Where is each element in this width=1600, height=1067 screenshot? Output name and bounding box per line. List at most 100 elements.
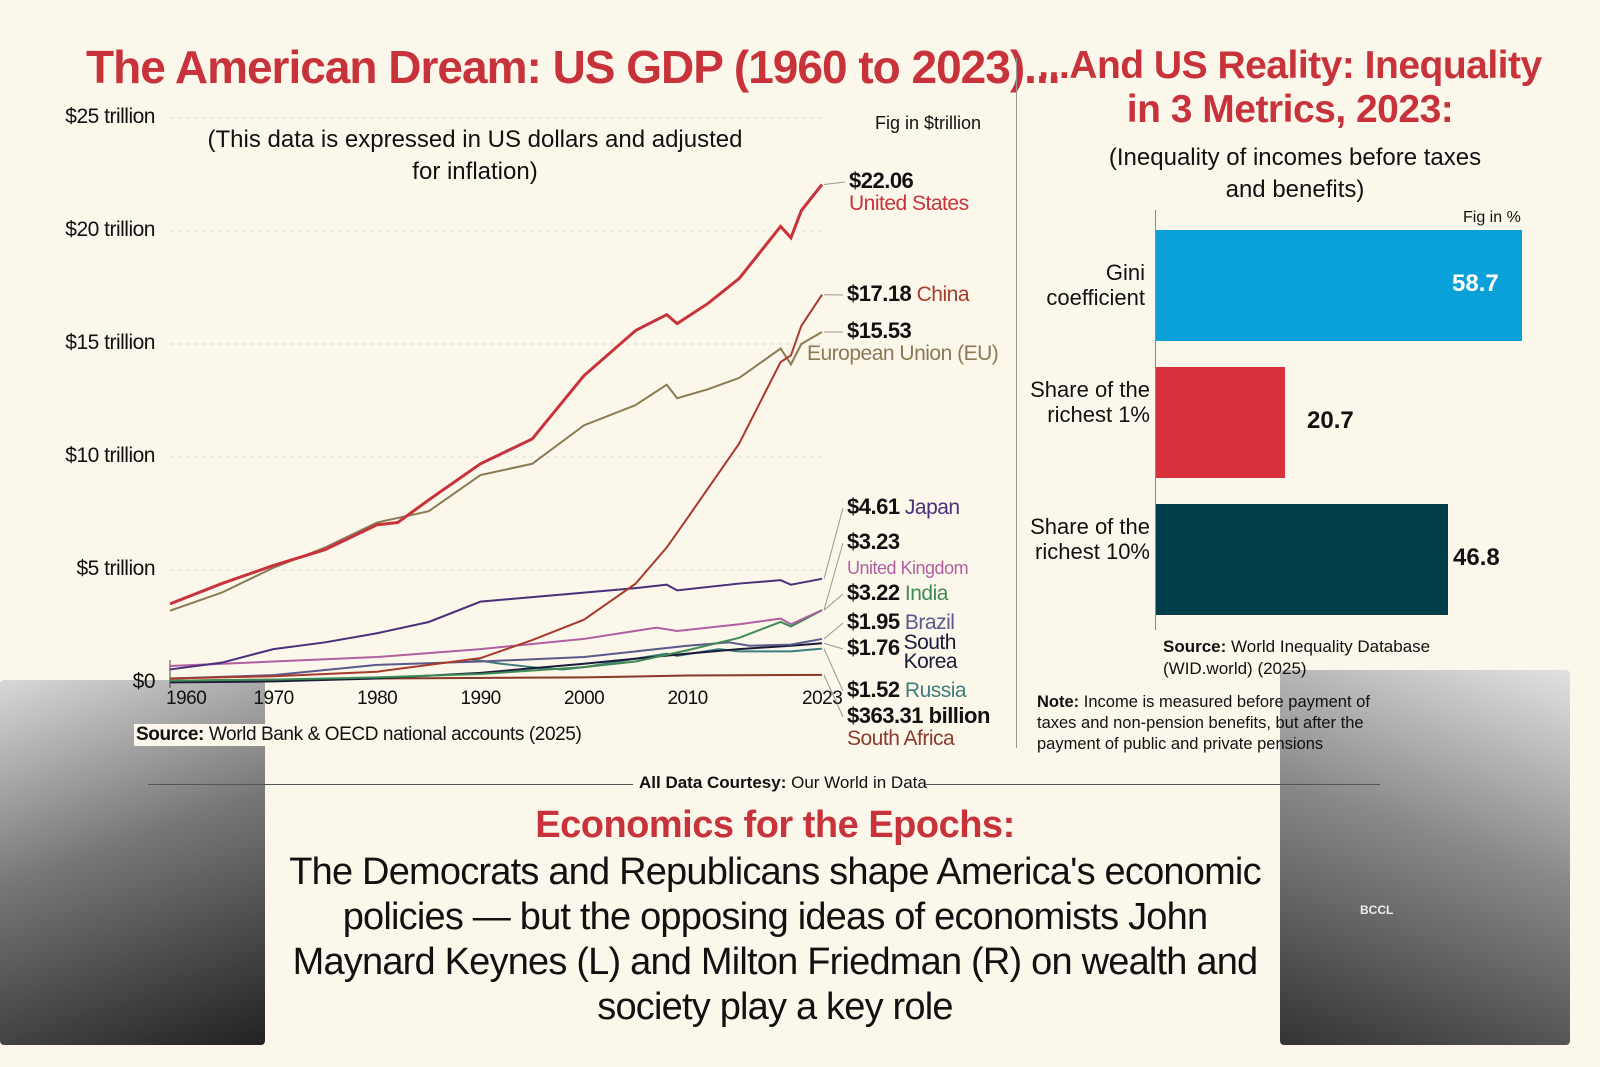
leader-line <box>823 542 844 611</box>
y-tick-label: $15 trillion <box>65 331 155 354</box>
bar-category-label: Gini coefficient <box>1046 260 1145 310</box>
x-tick-label: 1960 <box>166 688 207 709</box>
end-label: $3.22 India <box>847 582 948 605</box>
gdp-chart-title: The American Dream: US GDP (1960 to 2023… <box>86 41 1061 93</box>
y-tick-label: $10 trillion <box>65 444 155 467</box>
inequality-chart-subtitle: (Inequality of incomes before taxes and … <box>1060 142 1530 206</box>
end-value: $22.06 <box>849 168 914 193</box>
inequality-note: Note: Income is measured before payment … <box>1037 692 1370 755</box>
bar-value-label: 46.8 <box>1453 544 1500 571</box>
note-text: payment of public and private pensions <box>1037 735 1324 753</box>
end-label: $15.53 European Union (EU) <box>807 320 999 365</box>
description-line: policies — but the opposing ideas of eco… <box>342 896 1208 938</box>
leader-line <box>823 674 844 718</box>
leader-line <box>823 648 844 692</box>
gdp-unit-note: Fig in $trillion <box>875 113 982 133</box>
end-value: $3.22 <box>847 580 900 605</box>
courtesy-label: All Data Courtesy: <box>639 773 787 792</box>
courtesy-rule-right <box>925 784 1380 785</box>
bottom-description: The Democrats and Republicans shape Amer… <box>270 850 1280 1030</box>
x-tick-label: 2023 <box>802 688 843 709</box>
end-value: $4.61 <box>847 494 900 519</box>
series-line-china <box>169 294 823 680</box>
series-line-south-korea <box>169 642 823 684</box>
subtitle-line: (This data is expressed in US dollars an… <box>207 126 743 153</box>
subtitle-line: (Inequality of incomes before taxes <box>1108 144 1482 171</box>
x-tick-label: 1970 <box>253 688 294 709</box>
description-line: The Democrats and Republicans shape Amer… <box>289 851 1261 893</box>
source-text: World Bank & OECD national accounts (202… <box>208 724 582 745</box>
friedman-photo: BCCL <box>1280 670 1570 1045</box>
bccl-watermark: BCCL <box>1360 903 1394 917</box>
series-line-japan <box>169 577 823 671</box>
vertical-divider <box>1016 58 1017 748</box>
series-name: European Union (EU) <box>807 342 999 365</box>
end-value: $363.31 billion <box>847 703 990 728</box>
title-line: ...And US Reality: Inequality <box>1038 44 1542 87</box>
x-tick-label: 1990 <box>460 688 501 709</box>
source-label: Source: <box>1163 637 1227 656</box>
note-text: taxes and non-pension benefits, but afte… <box>1037 714 1364 732</box>
series-name: Japan <box>899 496 960 519</box>
inequality-chart-title: ...And US Reality: Inequality in 3 Metri… <box>1030 44 1550 132</box>
inequality-unit-note: Fig in % <box>1463 209 1521 226</box>
series-name: India <box>899 582 949 605</box>
end-label: $3.23 United Kingdom <box>847 529 969 579</box>
end-label: $4.61 Japan <box>847 496 960 519</box>
x-tick-label: 2000 <box>563 688 605 709</box>
bar-value-label: 58.7 <box>1452 270 1499 297</box>
bar-axis <box>1155 210 1156 630</box>
gdp-chart-subtitle: (This data is expressed in US dollars an… <box>170 124 780 188</box>
y-tick-label: $0 <box>132 670 156 693</box>
description-line: society play a key role <box>597 986 953 1028</box>
subtitle-line: and benefits) <box>1225 176 1365 203</box>
y-tick-label: $5 trillion <box>76 557 155 580</box>
bottom-title: Economics for the Epochs: <box>535 804 1015 846</box>
end-value: $1.95 <box>847 609 900 634</box>
note-label: Note: <box>1037 693 1080 711</box>
series-name: South Africa <box>847 727 955 750</box>
data-courtesy: All Data Courtesy: Our World in Data <box>639 773 927 793</box>
courtesy-rule-left <box>148 784 633 785</box>
bar-category-label: Share of the richest 10% <box>1030 514 1150 564</box>
y-tick-label: $20 trillion <box>65 218 155 241</box>
bar-value-label: 20.7 <box>1307 407 1354 434</box>
leader-line <box>823 593 844 611</box>
description-line: Maynard Keynes (L) and Milton Friedman (… <box>292 941 1259 983</box>
x-tick-label: 2010 <box>667 688 708 709</box>
series-name: United States <box>849 192 969 215</box>
end-value: $1.76 <box>847 635 900 660</box>
series-name: Brazil <box>899 611 955 634</box>
bar-category-label: Share of the richest 1% <box>1030 377 1150 427</box>
courtesy-text: Our World in Data <box>791 773 927 792</box>
series-line-india <box>169 609 823 682</box>
end-label: $1.95 Brazil <box>847 609 955 634</box>
bar <box>1156 367 1286 478</box>
source-label: Source: <box>136 724 204 745</box>
title-line: in 3 Metrics, 2023: <box>1126 88 1454 131</box>
end-value: $17.18 <box>847 281 912 306</box>
source-text: (WID.world) (2025) <box>1163 659 1307 678</box>
bar <box>1156 504 1448 615</box>
series-line-united-kingdom <box>169 609 823 668</box>
leader-line <box>823 622 844 640</box>
leader-line <box>823 642 844 650</box>
series-line-russia <box>469 647 823 671</box>
x-tick-label: 1980 <box>356 688 398 709</box>
end-value: $3.23 <box>847 529 900 554</box>
series-line-united-states <box>169 183 824 606</box>
end-label: $1.76 South Korea <box>847 632 964 672</box>
gdp-source: Source: World Bank & OECD national accou… <box>134 724 584 746</box>
gdp-line-chart <box>169 117 846 718</box>
y-tick-label: $25 trillion <box>65 105 155 128</box>
series-name: China <box>911 283 970 306</box>
end-value: $1.52 <box>847 677 900 702</box>
end-label: $363.31 billion South Africa <box>847 705 990 750</box>
inequality-source: Source: World Inequality Database (WID.w… <box>1163 636 1430 680</box>
leader-line <box>823 507 844 579</box>
end-label: $1.52 Russia <box>847 677 967 702</box>
series-name: United Kingdom <box>847 558 969 578</box>
series-line-brazil <box>169 637 823 680</box>
series-name: Russia <box>899 679 967 702</box>
